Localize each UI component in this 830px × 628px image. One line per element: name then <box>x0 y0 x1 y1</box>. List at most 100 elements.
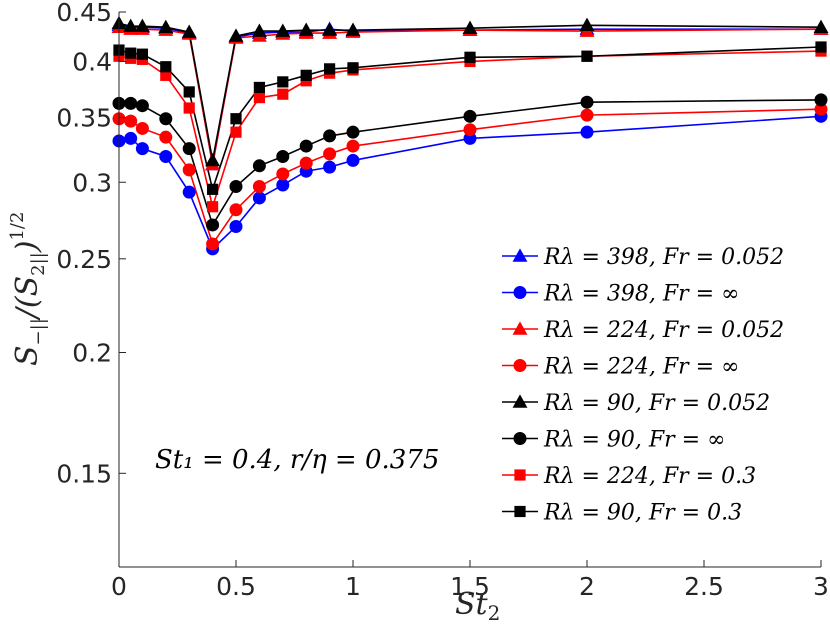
data-point <box>463 123 477 137</box>
data-point <box>207 201 219 213</box>
legend-label: Rλ = 398, Fr = ∞ <box>543 282 739 307</box>
data-point <box>323 160 337 174</box>
data-point <box>182 163 196 177</box>
legend-marker <box>514 505 526 518</box>
data-point <box>275 23 291 37</box>
data-point <box>299 156 313 170</box>
data-point <box>323 129 337 143</box>
y-axis-label-part: 1/2 <box>7 212 28 241</box>
x-tick-label: 1.5 <box>450 572 490 601</box>
data-point <box>136 48 149 60</box>
data-point <box>276 167 290 181</box>
legend-marker <box>513 359 527 372</box>
data-point <box>205 152 221 167</box>
data-point <box>581 50 593 62</box>
x-tick-label: 3 <box>813 572 829 601</box>
data-point <box>125 47 137 59</box>
data-point <box>207 183 219 195</box>
legend-marker <box>513 432 527 445</box>
data-point <box>252 159 266 173</box>
data-point <box>124 114 138 128</box>
data-point <box>124 96 138 110</box>
y-tick-label: 0.3 <box>72 168 112 197</box>
data-point <box>159 112 173 126</box>
y-tick-label: 0.2 <box>72 339 112 368</box>
x-axis-label-subscript: 2 <box>488 601 501 625</box>
data-point <box>253 92 266 104</box>
legend-marker <box>513 286 527 299</box>
annotation: St₁ = 0.4, r/η = 0.375 <box>155 445 439 475</box>
data-point <box>323 147 337 161</box>
data-point <box>135 99 149 113</box>
data-point <box>464 51 476 63</box>
data-point <box>347 62 359 74</box>
data-point <box>345 22 361 36</box>
x-axis-label: St2 <box>455 587 500 625</box>
axes: 0 0.5 1 1.5 2 2.5 3 0.15 0.2 0.25 0.3 0.35 0.4 0.45 <box>56 0 829 601</box>
data-point <box>229 219 243 233</box>
data-point <box>277 76 289 88</box>
data-point <box>324 63 336 75</box>
data-point <box>134 18 150 33</box>
data-point <box>462 20 478 34</box>
data-point <box>183 102 195 114</box>
data-point <box>123 18 139 33</box>
x-tick-label: 1 <box>345 572 361 601</box>
data-point <box>814 93 828 107</box>
legend-marker <box>512 321 528 335</box>
data-point <box>160 61 172 73</box>
data-point <box>230 126 242 138</box>
data-point <box>298 22 314 36</box>
data-point <box>299 139 313 153</box>
data-point <box>252 191 266 205</box>
data-point <box>322 22 338 36</box>
data-point <box>346 139 360 153</box>
data-point <box>580 95 594 109</box>
data-point <box>300 69 312 81</box>
data-point <box>815 41 827 53</box>
data-point <box>463 109 477 123</box>
y-axis-label-part: S <box>10 345 45 366</box>
legend-label: Rλ = 224, Fr = 0.3 <box>543 464 756 489</box>
data-point <box>276 149 290 163</box>
data-point <box>182 142 196 156</box>
legend: Rλ = 398, Fr = 0.052 Rλ = 398, Fr = ∞ Rλ =… <box>502 245 784 526</box>
legend-label: Rλ = 90, Fr = ∞ <box>543 428 725 453</box>
data-point <box>276 178 290 192</box>
annotation-text: St₁ = 0.4, r/η = 0.375 <box>155 445 439 475</box>
data-point <box>580 125 594 139</box>
y-axis-label-part: ) <box>10 241 45 254</box>
data-point <box>252 179 266 193</box>
x-tick-label: 0 <box>111 572 127 601</box>
legend-marker <box>512 394 528 408</box>
data-point <box>158 19 174 33</box>
y-axis-label-part: −|| <box>28 318 49 345</box>
y-axis-label-part: 2|| <box>28 252 49 276</box>
data-point <box>206 237 220 251</box>
data-point <box>253 81 266 94</box>
y-axis-label: S−||/(S2||)1/2 <box>7 212 49 366</box>
y-axis-label-part: /(S <box>10 276 45 321</box>
data-point <box>277 88 289 100</box>
legend-label: Rλ = 224, Fr = 0.052 <box>543 318 784 343</box>
y-tick-label: 0.25 <box>56 245 112 274</box>
y-tick-label: 0.15 <box>56 459 112 488</box>
legend-label: Rλ = 90, Fr = 0.3 <box>543 501 742 526</box>
legend-marker <box>514 469 526 481</box>
x-tick-label: 0.5 <box>216 572 256 601</box>
data-point <box>229 203 243 217</box>
data-point <box>813 19 829 33</box>
data-point <box>183 86 195 98</box>
legend-label: Rλ = 224, Fr = ∞ <box>543 355 739 380</box>
data-point <box>229 179 243 193</box>
y-tick-label: 0.4 <box>72 47 112 76</box>
data-point <box>251 23 267 37</box>
data-point <box>206 218 220 232</box>
data-point <box>228 28 244 42</box>
legend-marker <box>512 248 528 262</box>
data-point <box>135 121 149 135</box>
x-tick-label: 2 <box>579 572 595 601</box>
y-tick-label: 0.35 <box>56 104 112 133</box>
data-point <box>182 185 196 199</box>
